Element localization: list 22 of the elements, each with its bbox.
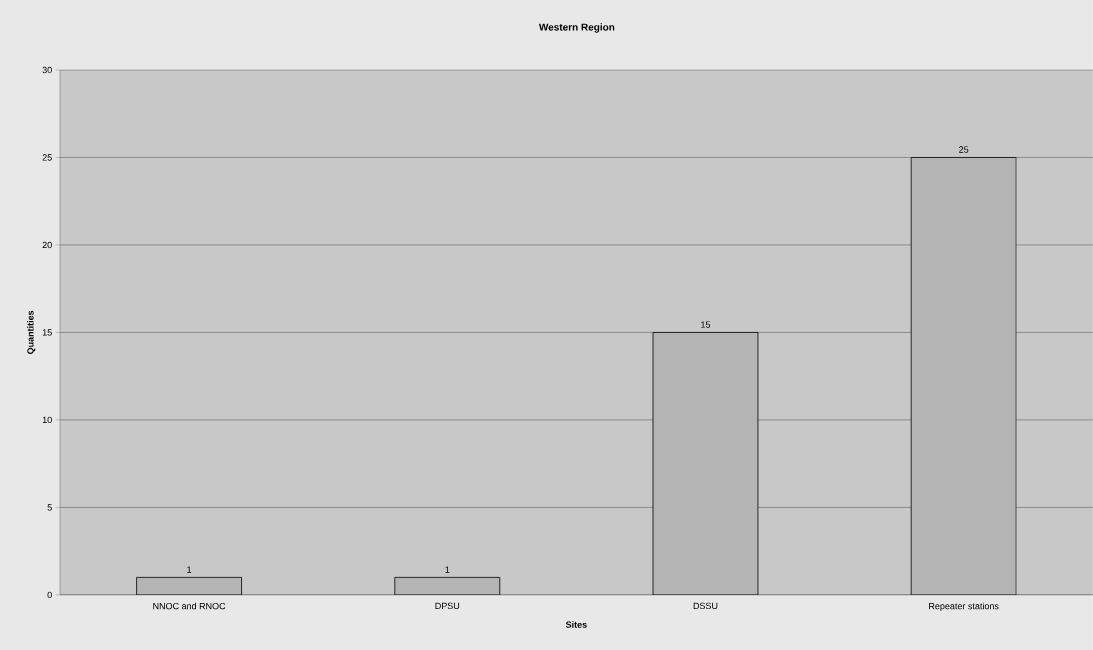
data-label: 1 <box>187 566 192 573</box>
data-label: 15 <box>701 321 711 328</box>
x-tick-label: DPSU <box>435 602 460 610</box>
y-tick-label: 30 <box>42 66 52 74</box>
x-tick-label: NNOC and RNOC <box>153 602 226 610</box>
y-tick-label: 15 <box>42 329 52 336</box>
y-tick-label: 20 <box>42 241 52 249</box>
bar <box>136 577 242 595</box>
bar <box>394 577 501 595</box>
bar <box>652 332 759 595</box>
x-tick-label: Repeater stations <box>929 602 999 612</box>
y-axis-title: Quantities <box>27 310 36 355</box>
data-label: 25 <box>959 146 969 153</box>
x-tick-label: DSSU <box>693 602 718 610</box>
y-tick-label: 10 <box>42 416 52 424</box>
x-axis-title: Sites <box>565 621 587 628</box>
y-tick-label: 5 <box>47 504 52 511</box>
data-label: 1 <box>445 566 450 573</box>
chart-title: Western Region <box>538 23 615 33</box>
bar <box>910 157 1017 595</box>
y-tick-label: 0 <box>47 591 52 599</box>
y-tick-label: 25 <box>42 154 52 161</box>
